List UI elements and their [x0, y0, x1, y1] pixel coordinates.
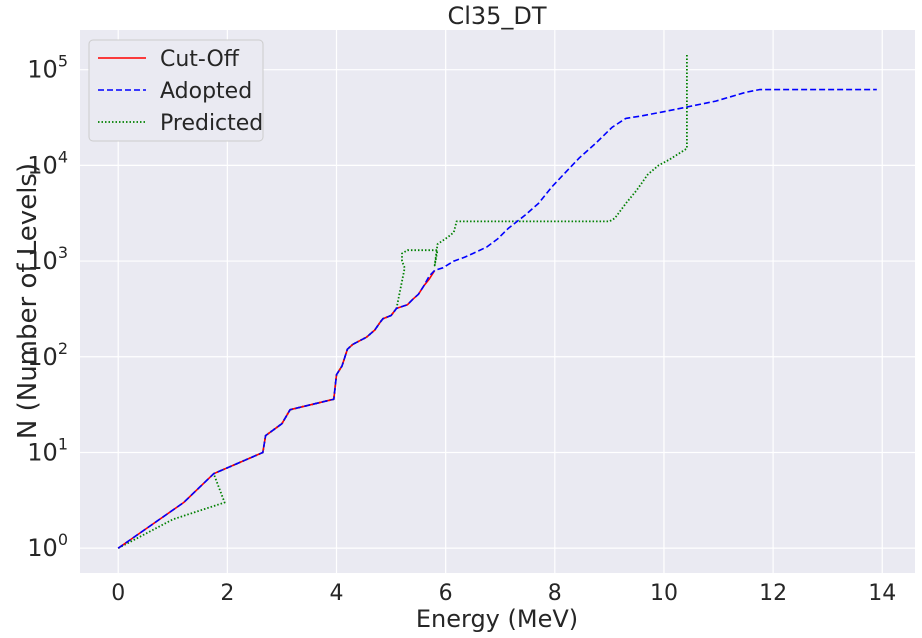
- x-tick-label: 12: [759, 581, 787, 606]
- y-tick-label: 100: [27, 530, 68, 562]
- series-line-adopted: [117, 88, 877, 549]
- y-tick-label: 104: [27, 147, 68, 179]
- series-layer: [117, 54, 877, 549]
- y-tick-label: 102: [27, 339, 68, 371]
- y-axis-label: N (Number of Levels): [13, 163, 43, 439]
- x-tick-labels: 0 2 4 6 8 10 12 14: [111, 581, 896, 606]
- y-tick-label: 103: [27, 243, 68, 275]
- chart-title: Cl35_DT: [447, 2, 546, 30]
- x-tick-label: 14: [868, 581, 896, 606]
- y-tick-labels: 100 101 102 103 104 105: [27, 52, 68, 562]
- legend-box: [88, 39, 264, 142]
- x-tick-label: 10: [650, 581, 678, 606]
- x-tick-label: 4: [330, 581, 344, 606]
- x-tick-label: 8: [548, 581, 562, 606]
- grid: [80, 30, 915, 573]
- legend-label-cut-off: Cut-Off: [160, 47, 240, 72]
- legend: Cut-Off Adopted Predicted: [88, 39, 264, 142]
- legend-label-adopted: Adopted: [160, 79, 252, 104]
- y-tick-label: 105: [27, 52, 68, 84]
- series-line-predicted: [117, 54, 688, 549]
- x-tick-label: 0: [111, 581, 125, 606]
- x-axis-label: Energy (MeV): [416, 605, 578, 633]
- x-tick-label: 6: [439, 581, 453, 606]
- x-tick-label: 2: [220, 581, 234, 606]
- y-tick-label: 101: [27, 434, 68, 466]
- legend-label-predicted: Predicted: [160, 111, 263, 136]
